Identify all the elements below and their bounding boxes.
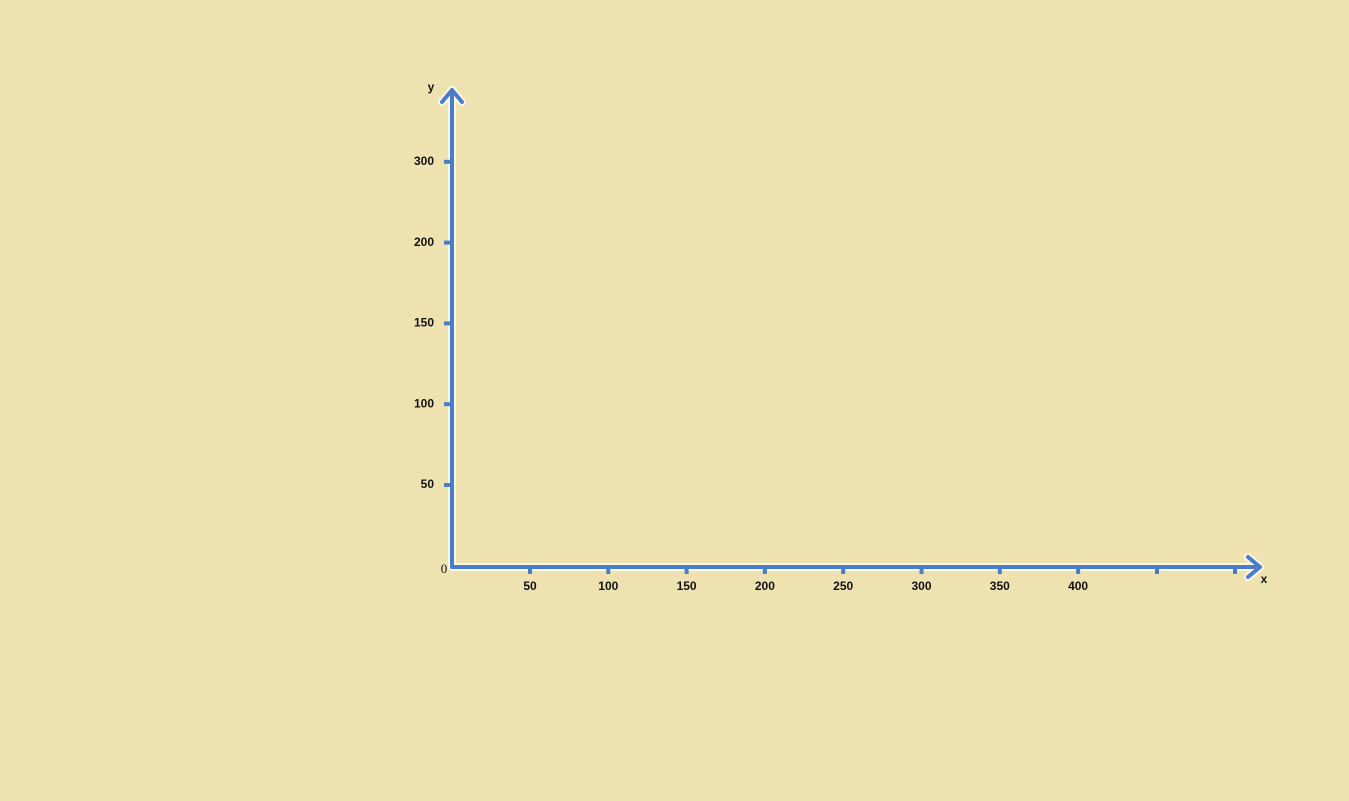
y-tick-label: 150 [414, 316, 434, 330]
x-tick-label: 150 [677, 579, 697, 593]
x-tick-label: 100 [598, 579, 618, 593]
x-tick-label: 350 [990, 579, 1010, 593]
y-tick-label: 100 [414, 396, 434, 410]
x-axis-label: x [1261, 572, 1268, 586]
x-tick-label: 50 [523, 579, 537, 593]
x-axis [450, 555, 1262, 579]
x-tick-label: 200 [755, 579, 775, 593]
y-tick-label: 50 [421, 477, 435, 491]
axes [438, 86, 1264, 581]
y-axis-label: y [428, 80, 435, 94]
x-tick-label: 400 [1068, 579, 1088, 593]
y-tick-label: 200 [414, 235, 434, 249]
x-tick-label: 250 [833, 579, 853, 593]
x-tick-label: 300 [911, 579, 931, 593]
y-axis [440, 88, 464, 569]
y-tick-label: 300 [414, 154, 434, 168]
origin-label: 0 [441, 561, 448, 576]
axis-glow [438, 86, 1264, 581]
